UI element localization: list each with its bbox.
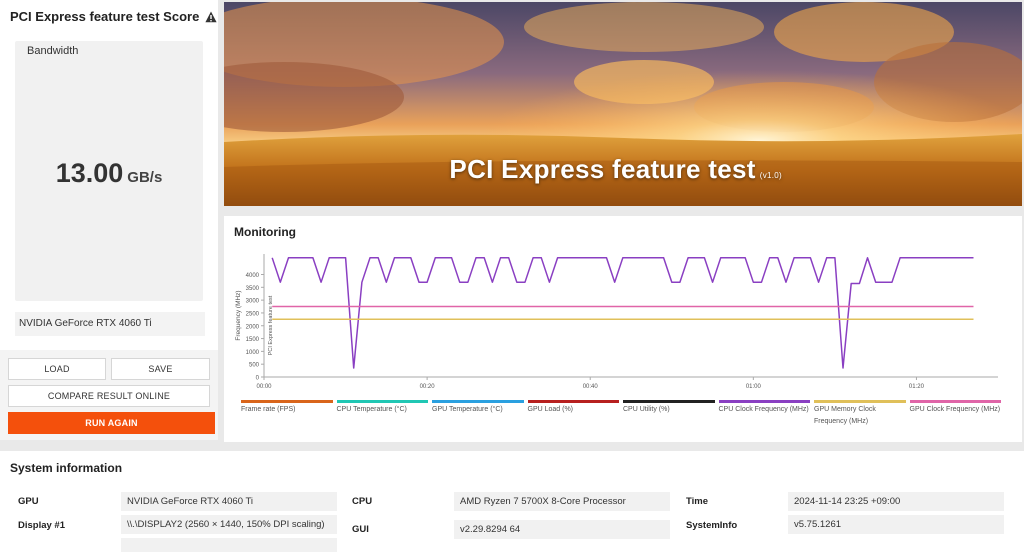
- time-label: Time: [686, 496, 709, 507]
- score-panel: PCI Express feature test Score Bandwidth…: [0, 0, 218, 350]
- segment-label: PCI Express feature test: [268, 295, 274, 355]
- legend-label[interactable]: GPU Clock Frequency (MHz): [909, 406, 1001, 413]
- legend-label[interactable]: GPU Temperature (°C): [432, 406, 503, 413]
- score-title: PCI Express feature test Score: [10, 9, 217, 24]
- legend-label[interactable]: CPU Utility (%): [623, 406, 670, 413]
- score-unit: GB/s: [127, 169, 163, 186]
- score-title-text: PCI Express feature test Score: [10, 9, 200, 24]
- cpu-label: CPU: [352, 496, 373, 507]
- load-button[interactable]: LOAD: [8, 358, 106, 380]
- monitoring-chart: 0 500 1000 1500 2000 2500 3000 3500 4000 00:00 00:…: [235, 254, 998, 390]
- y-tick-label: 2000: [246, 324, 260, 330]
- systeminfo-label: SystemInfo: [686, 520, 738, 531]
- bandwidth-label: Bandwidth: [27, 45, 79, 57]
- legend-label[interactable]: CPU Temperature (°C): [336, 406, 407, 413]
- y-tick-label: 1500: [246, 337, 260, 343]
- partial-row-value: [121, 538, 337, 552]
- y-axis-title: Frequency (MHz): [235, 290, 242, 340]
- gui-value: v2.29.8294 64: [454, 520, 670, 539]
- gpu-name: NVIDIA GeForce RTX 4060 Ti: [15, 312, 205, 336]
- monitoring-title: Monitoring: [234, 225, 296, 239]
- score-value: 13.00 GB/s: [15, 158, 203, 189]
- legend-label[interactable]: CPU Clock Frequency (MHz): [718, 406, 809, 413]
- series-line: [271, 257, 974, 369]
- score-number: 13.00: [55, 158, 124, 188]
- legend-label[interactable]: Frame rate (FPS): [241, 406, 296, 413]
- y-tick-label: 500: [249, 363, 260, 369]
- y-tick-label: 4000: [246, 273, 260, 279]
- legend-swatch: [909, 400, 1001, 403]
- score-box: Bandwidth 13.00 GB/s: [15, 41, 203, 301]
- legend-swatch: [623, 400, 715, 403]
- legend-swatch: [718, 400, 810, 403]
- x-tick-label: 01:20: [909, 384, 925, 390]
- x-tick-label: 00:40: [583, 384, 599, 390]
- gpu-label: GPU: [18, 496, 39, 507]
- monitoring-panel: Monitoring 0 500 1000 1500 2000 2500 3000 3500 4…: [224, 216, 1022, 442]
- display-value: \\.\DISPLAY2 (2560 × 1440, 150% DPI scal…: [121, 515, 337, 534]
- warning-icon[interactable]: [205, 11, 217, 23]
- banner-version: (v1.0): [759, 171, 782, 180]
- compare-result-online-button[interactable]: COMPARE RESULT ONLINE: [8, 385, 210, 407]
- legend-swatch: [527, 400, 619, 403]
- y-tick-label: 2500: [246, 311, 260, 317]
- systeminfo-value: v5.75.1261: [788, 515, 1004, 534]
- actions-panel: LOAD SAVE COMPARE RESULT ONLINE RUN AGAI…: [0, 350, 218, 440]
- legend-label[interactable]: GPU Memory Clock Frequency (MHz): [814, 406, 876, 425]
- test-banner: PCI Express feature test (v1.0): [224, 2, 1022, 206]
- gui-label: GUI: [352, 524, 369, 535]
- time-value: 2024-11-14 23:25 +09:00: [788, 492, 1004, 511]
- cpu-value: AMD Ryzen 7 5700X 8-Core Processor: [454, 492, 670, 511]
- y-tick-label: 3000: [246, 299, 260, 305]
- x-tick-label: 00:20: [420, 384, 436, 390]
- banner-title: PCI Express feature test (v1.0): [449, 154, 782, 185]
- banner-image: [224, 2, 1022, 206]
- legend-label[interactable]: GPU Load (%): [527, 406, 574, 413]
- legend-swatch: [814, 400, 906, 403]
- legend-swatch: [241, 400, 333, 403]
- y-tick-label: 0: [256, 376, 260, 382]
- legend-swatch: [336, 400, 428, 403]
- system-information-panel: System information GPU NVIDIA GeForce RT…: [0, 451, 1024, 558]
- display-label: Display #1: [18, 520, 65, 531]
- x-tick-label: 00:00: [256, 384, 272, 390]
- run-again-button[interactable]: RUN AGAIN: [8, 412, 215, 434]
- system-information-title: System information: [10, 461, 123, 475]
- legend-swatch: [432, 400, 524, 403]
- gpu-value: NVIDIA GeForce RTX 4060 Ti: [121, 492, 337, 511]
- x-tick-label: 01:00: [746, 384, 762, 390]
- y-tick-label: 1000: [246, 350, 260, 356]
- y-tick-label: 3500: [246, 286, 260, 292]
- save-button[interactable]: SAVE: [111, 358, 210, 380]
- banner-title-text: PCI Express feature test: [449, 154, 756, 184]
